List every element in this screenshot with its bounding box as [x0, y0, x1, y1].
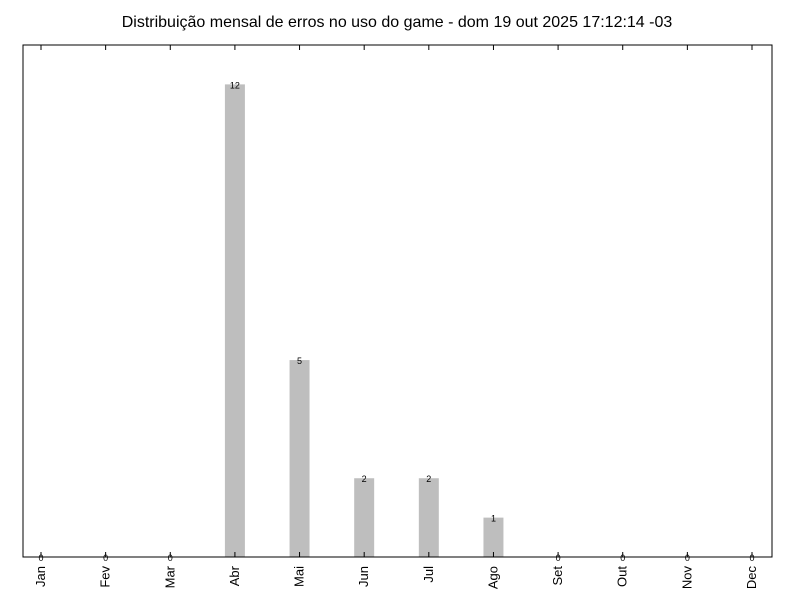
x-tick-label-mai: Mai: [292, 566, 307, 587]
x-tick-label-jun: Jun: [356, 566, 371, 587]
data-label: 2: [426, 474, 431, 484]
data-label: 0: [103, 553, 108, 563]
labels-layer: 0 Jan 0 Fev 0 Mar 12 Abr 5 Mai 2 Jun 2 Jul 1 Ago 0 Set 0 Ou…: [33, 80, 759, 589]
bar-mai: [289, 360, 310, 557]
x-tick-label-jul: Jul: [421, 566, 436, 583]
bar-jun: [354, 478, 375, 557]
data-label: 12: [230, 80, 240, 90]
plot-frame: [22, 44, 773, 558]
bars-layer: [224, 84, 504, 557]
data-label: 0: [38, 553, 43, 563]
x-tick-label-abr: Abr: [227, 565, 242, 586]
data-label: 0: [556, 553, 561, 563]
data-label: 0: [749, 553, 754, 563]
bar-jul: [418, 478, 439, 557]
x-tick-label-ago: Ago: [485, 566, 500, 589]
x-tick-label-fev: Fev: [98, 566, 113, 588]
x-tick-label-nov: Nov: [679, 566, 694, 590]
x-tick-label-mar: Mar: [162, 565, 177, 588]
ticks-layer: [40, 45, 753, 557]
data-label: 2: [362, 474, 367, 484]
bar-abr: [224, 84, 245, 557]
x-tick-label-set: Set: [550, 566, 565, 586]
x-tick-label-out: Out: [615, 566, 630, 587]
chart-title: Distribuição mensal de erros no uso do g…: [122, 14, 673, 31]
x-tick-label-jan: Jan: [33, 566, 48, 587]
data-label: 0: [168, 553, 173, 563]
data-label: 1: [491, 514, 496, 524]
x-tick-label-dec: Dec: [744, 566, 759, 590]
bar-ago: [483, 517, 504, 557]
data-label: 0: [620, 553, 625, 563]
data-label: 5: [297, 356, 302, 366]
data-label: 0: [685, 553, 690, 563]
